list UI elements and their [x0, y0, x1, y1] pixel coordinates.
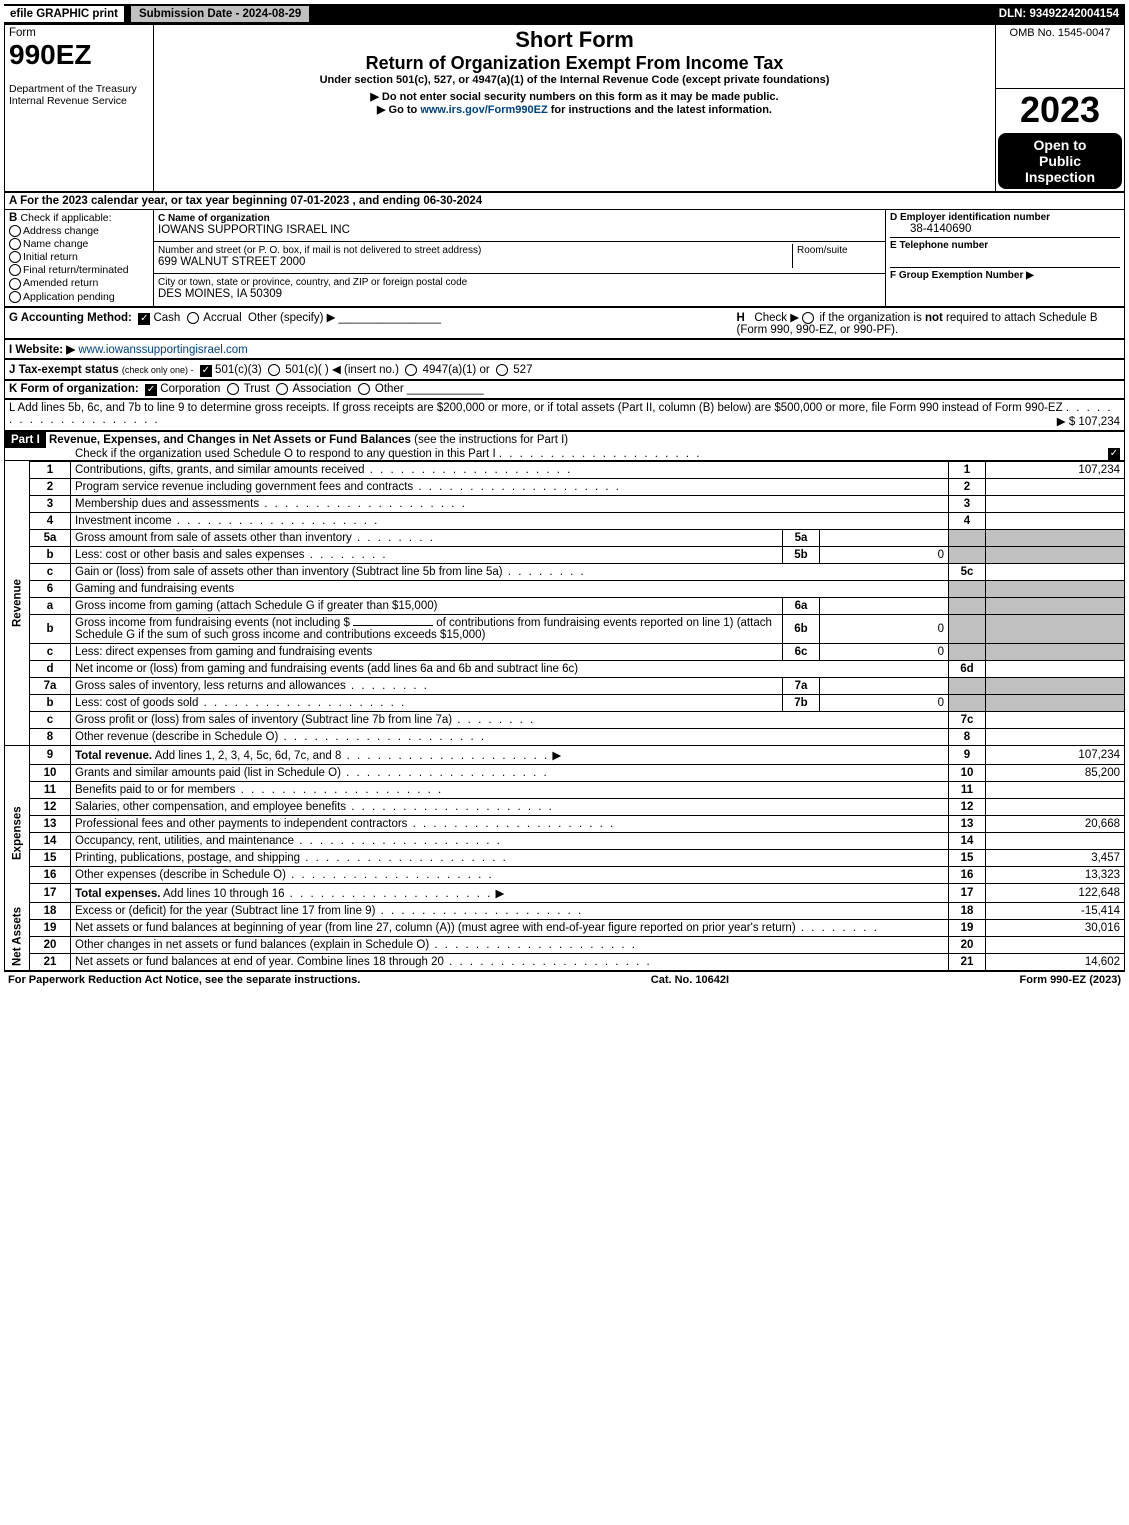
check-schedule-b[interactable]: [802, 312, 814, 324]
netassets-label: Net Assets: [5, 902, 30, 970]
section-a: A For the 2023 calendar year, or tax yea…: [4, 192, 1125, 209]
check-address-change[interactable]: Address change: [9, 225, 149, 237]
line1-value: 107,234: [986, 461, 1125, 478]
omb-number: OMB No. 1545-0047: [1010, 27, 1111, 39]
goto-link[interactable]: ▶ Go to www.irs.gov/Form990EZ for instru…: [377, 104, 772, 116]
omb-cell: OMB No. 1545-0047: [996, 25, 1125, 89]
check-corp-icon: ✓: [145, 384, 157, 396]
check-cash-icon: ✓: [138, 313, 150, 325]
check-application-pending[interactable]: Application pending: [9, 291, 149, 303]
line18-value: -15,414: [986, 902, 1125, 919]
org-city: DES MOINES, IA 50309: [158, 288, 282, 300]
page-footer: For Paperwork Reduction Act Notice, see …: [4, 971, 1125, 988]
section-h: H Check ▶ if the organization is not req…: [733, 307, 1125, 338]
instructions-cell: ▶ Do not enter social security numbers o…: [154, 88, 996, 191]
org-name: IOWANS SUPPORTING ISRAEL INC: [158, 224, 350, 236]
line6c-value: 0: [820, 643, 949, 660]
section-c-city: City or town, state or province, country…: [154, 274, 886, 306]
line10-value: 85,200: [986, 764, 1125, 781]
section-k: K Form of organization: ✓ Corporation Tr…: [4, 380, 1125, 399]
check-initial-return[interactable]: Initial return: [9, 251, 149, 263]
org-address: 699 WALNUT STREET 2000: [158, 256, 305, 268]
revenue-label: Revenue: [5, 461, 30, 745]
line19-value: 30,016: [986, 919, 1125, 936]
line5b-value: 0: [820, 546, 949, 563]
sections-gh: G Accounting Method: ✓ Cash Accrual Othe…: [4, 307, 1125, 339]
footer-right: Form 990-EZ (2023): [1020, 974, 1122, 986]
check-amended-return[interactable]: Amended return: [9, 277, 149, 289]
check-4947[interactable]: [405, 364, 417, 376]
form-word: Form: [9, 27, 36, 39]
check-501c3-icon: ✓: [200, 365, 212, 377]
footer-left: For Paperwork Reduction Act Notice, see …: [8, 974, 360, 986]
part1-label: Part I: [5, 432, 46, 448]
year-cell: 2023 Open to Public Inspection: [996, 88, 1125, 191]
check-other-org[interactable]: [358, 383, 370, 395]
section-l: L Add lines 5b, 6c, and 7b to line 9 to …: [4, 399, 1125, 431]
line9-value: 107,234: [986, 745, 1125, 764]
dept-label: Department of the Treasury: [9, 83, 137, 95]
title-cell: Short Form Return of Organization Exempt…: [154, 25, 996, 89]
check-527[interactable]: [496, 364, 508, 376]
line21-value: 14,602: [986, 953, 1125, 970]
line6b-value: 0: [820, 614, 949, 643]
ssn-note: ▶ Do not enter social security numbers o…: [158, 90, 991, 103]
website-link[interactable]: www.iowanssupportingisrael.com: [78, 344, 247, 356]
check-name-change[interactable]: Name change: [9, 238, 149, 250]
sections-bcdef: B Check if applicable: Address change Na…: [4, 209, 1125, 307]
line15-value: 3,457: [986, 849, 1125, 866]
short-form-title: Short Form: [158, 27, 991, 53]
section-def: D Employer identification number 38-4140…: [886, 209, 1125, 306]
return-title: Return of Organization Exempt From Incom…: [158, 53, 991, 74]
form-id-cell: Form 990EZ Department of the Treasury In…: [5, 25, 154, 192]
check-trust[interactable]: [227, 383, 239, 395]
efile-label: efile GRAPHIC print: [4, 6, 124, 22]
ein: 38-4140690: [890, 223, 1120, 235]
form-header-table: Form 990EZ Department of the Treasury In…: [4, 24, 1125, 192]
check-accrual[interactable]: [187, 312, 199, 324]
line7b-value: 0: [820, 694, 949, 711]
section-g: G Accounting Method: ✓ Cash Accrual Othe…: [5, 307, 733, 338]
check-final-return[interactable]: Final return/terminated: [9, 264, 149, 276]
part1-lines: Revenue 1 Contributions, gifts, grants, …: [4, 461, 1125, 971]
top-bar: efile GRAPHIC print Submission Date - 20…: [4, 4, 1125, 24]
open-public-badge: Open to Public Inspection: [998, 133, 1122, 189]
section-c-address: Number and street (or P. O. box, if mail…: [154, 241, 886, 273]
under-section: Under section 501(c), 527, or 4947(a)(1)…: [158, 74, 991, 86]
check-501c[interactable]: [268, 364, 280, 376]
submission-date: Submission Date - 2024-08-29: [130, 5, 310, 23]
part1-header: Part I Revenue, Expenses, and Changes in…: [4, 431, 1125, 461]
check-schedule-o-icon: ✓: [1108, 448, 1120, 460]
footer-center: Cat. No. 10642I: [651, 974, 729, 986]
section-j: J Tax-exempt status (check only one) - ✓…: [4, 359, 1125, 380]
tax-year: 2023: [996, 89, 1124, 131]
dln-label: DLN: 93492242004154: [999, 8, 1125, 20]
line13-value: 20,668: [986, 815, 1125, 832]
line16-value: 13,323: [986, 866, 1125, 883]
line17-value: 122,648: [986, 883, 1125, 902]
irs-url[interactable]: www.irs.gov/Form990EZ: [420, 104, 547, 116]
form-number: 990EZ: [9, 39, 92, 70]
section-b: B Check if applicable: Address change Na…: [5, 209, 154, 306]
section-c-name: C Name of organization IOWANS SUPPORTING…: [154, 209, 886, 241]
irs-label: Internal Revenue Service: [9, 95, 127, 107]
check-assoc[interactable]: [276, 383, 288, 395]
gross-receipts: ▶ $ 107,234: [1057, 414, 1120, 428]
section-i: I Website: ▶ www.iowanssupportingisrael.…: [4, 339, 1125, 359]
expenses-label: Expenses: [5, 764, 30, 902]
